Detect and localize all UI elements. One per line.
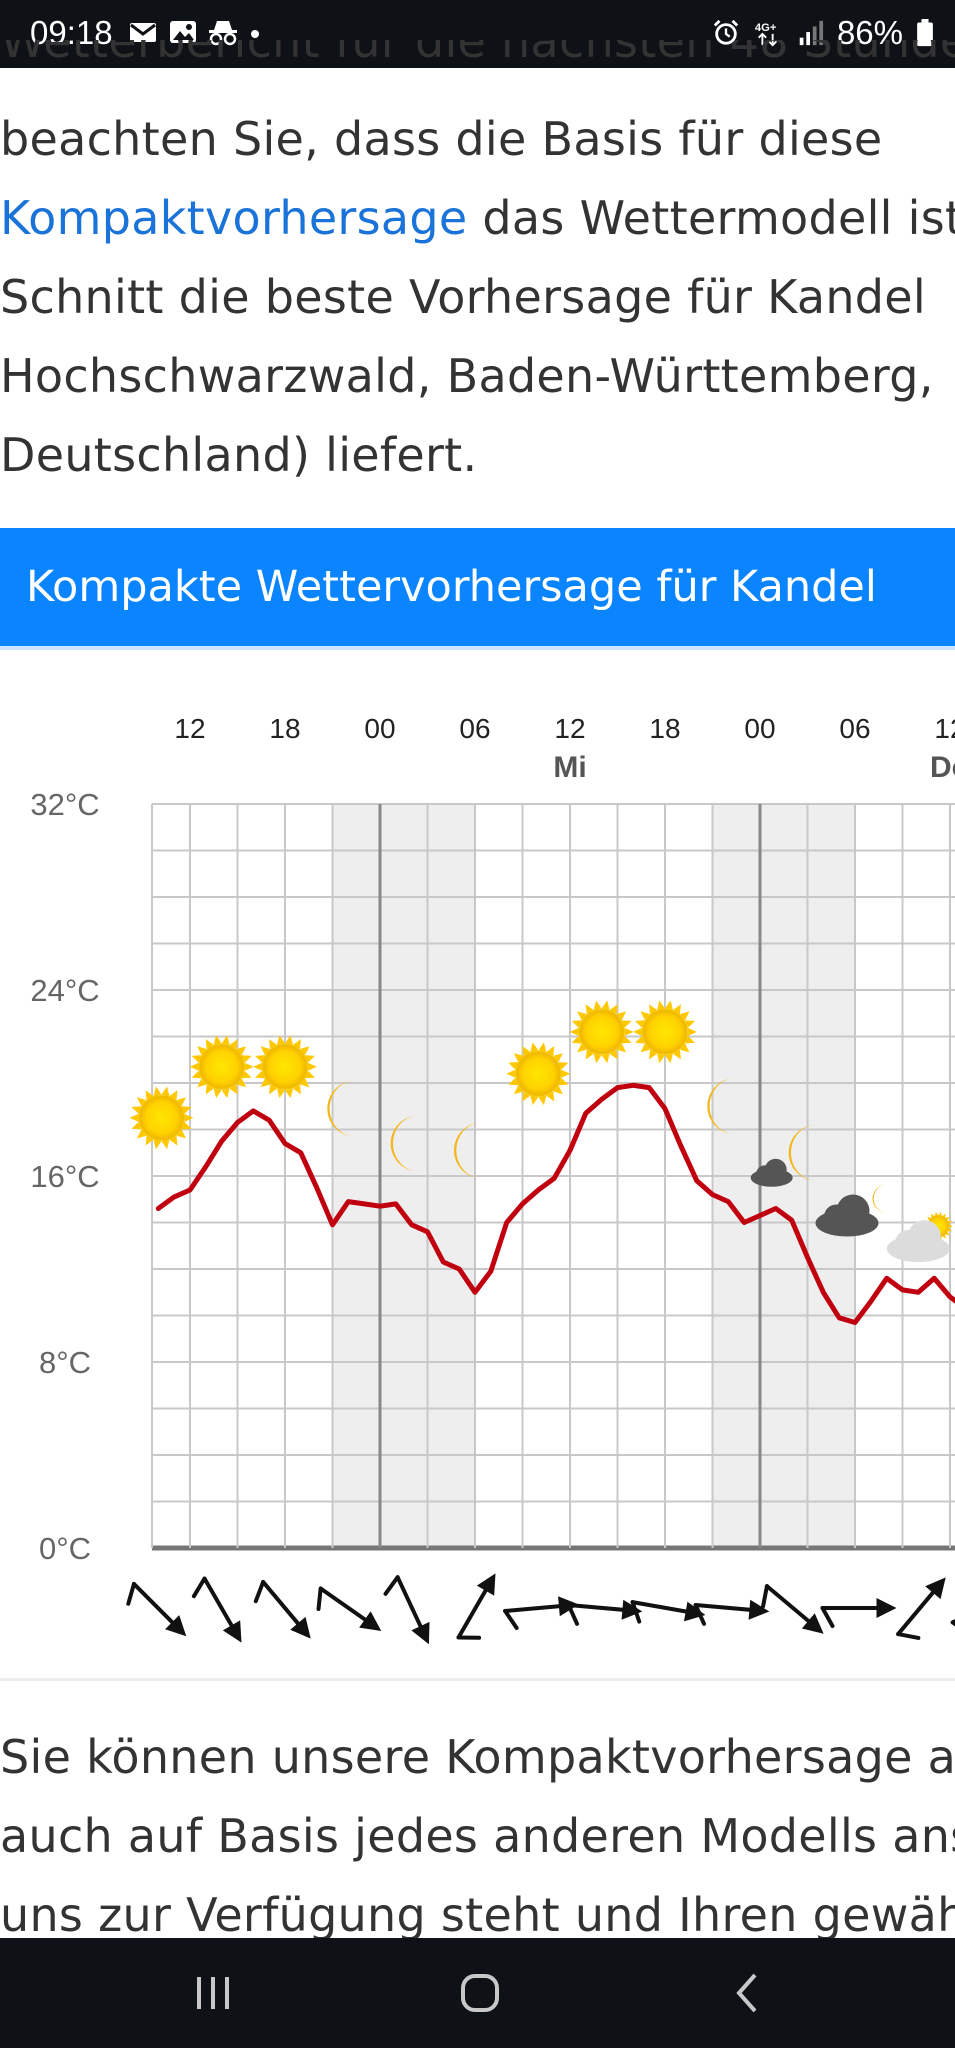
back-button[interactable] [687, 1938, 807, 2048]
cloud-shape [886, 1220, 950, 1263]
article-line: auch auf Basis jedes anderen Modells ans [0, 1809, 955, 1863]
sun-disc [515, 1050, 562, 1097]
y-tick-label: 8°C [39, 1345, 91, 1380]
wind-arrow [126, 1581, 187, 1637]
sun-weather-icon [129, 1086, 194, 1150]
sun-weather-icon [253, 1035, 317, 1099]
battery-icon [917, 19, 933, 47]
hour-label: 12 [554, 713, 585, 744]
article-line: Deutschland) liefert. [0, 428, 478, 482]
header-underline [0, 646, 955, 650]
image-icon [170, 21, 196, 43]
cloud-shape [815, 1194, 879, 1237]
sun-rays [569, 1000, 634, 1064]
sun-weather-icon [189, 1035, 254, 1099]
wind-arrow [950, 1591, 955, 1637]
temperature-series [155, 1082, 955, 1325]
hour-labels: 12 18 00 06 12 18 00 06 12 Mi Do [174, 713, 955, 784]
moon-cloud-weather-icon [750, 1124, 817, 1187]
sun-disc [198, 1043, 245, 1090]
cloud-sun-weather-icon [886, 1211, 953, 1263]
cloud-moon-weather-icon [815, 1184, 887, 1237]
home-button[interactable] [420, 1938, 540, 2048]
meteogram-chart[interactable]: 12 18 00 06 12 18 00 06 12 Mi Do 0°C 8°C 16°C 24°C 32°… [0, 650, 955, 1680]
hour-label: 12 [174, 713, 205, 744]
moon-shape [872, 1184, 887, 1213]
sun-disc [578, 1009, 625, 1055]
article-line: beachten Sie, dass die Basis für diese [0, 112, 883, 166]
article-line: Hochschwarzwald, Baden-Württemberg, [0, 349, 934, 403]
sun-rays [506, 1042, 571, 1106]
recents-button[interactable] [153, 1938, 273, 2048]
y-tick-label: 0°C [39, 1531, 91, 1566]
wind-arrow [456, 1573, 496, 1640]
navigation-bar [0, 1938, 955, 2048]
sun-rays [633, 1000, 697, 1064]
sun-rays [129, 1086, 194, 1150]
y-tick-label: 32°C [30, 787, 99, 822]
sun-weather-icon [633, 1000, 697, 1064]
sun-disc [138, 1095, 185, 1141]
article-line: Kompaktvorhersage das Wettermodell ist [0, 191, 955, 245]
wind-arrow [316, 1586, 382, 1631]
home-icon [461, 1974, 499, 2012]
forecast-header: Kompakte Wettervorhersage für Kandel [0, 528, 955, 646]
article-line: uns zur Verfügung steht und Ihren gewäh [0, 1888, 955, 1940]
svg-text:4G+: 4G+ [755, 22, 777, 34]
back-icon [736, 1973, 757, 2013]
status-time: 09:18 [30, 14, 113, 51]
wind-arrow [693, 1599, 770, 1626]
wind-arrow [630, 1600, 706, 1624]
wind-arrow [191, 1576, 242, 1643]
sun-disc [262, 1043, 308, 1090]
cloud-shape [750, 1158, 793, 1187]
hour-label: 18 [649, 713, 680, 744]
recents-icon [197, 1977, 229, 2009]
article-intro: Wetterbericht für die nächsten 48 Stunde… [0, 40, 955, 500]
status-bar: 09:18 4G+ 86% [0, 0, 955, 68]
sun-weather-icon [506, 1042, 571, 1106]
wind-arrows [126, 1573, 955, 1645]
wind-arrow [896, 1577, 946, 1640]
forecast-title: Kompakte Wettervorhersage für Kandel [26, 562, 877, 612]
weather-icons [129, 1000, 953, 1263]
y-tick-label: 24°C [30, 973, 99, 1008]
hour-label: 06 [459, 713, 490, 744]
chart-separator [0, 1678, 955, 1681]
wind-arrow [761, 1584, 824, 1634]
temperature-axis: 0°C 8°C 16°C 24°C 32°C [30, 787, 99, 1566]
sun-disc [642, 1009, 688, 1055]
hour-label: 00 [744, 713, 775, 744]
article-line: Sie können unsere Kompaktvorhersage a [0, 1730, 955, 1784]
signal-icon [799, 20, 824, 46]
mail-icon [130, 23, 156, 42]
kompaktvorhersage-link[interactable]: Kompaktvorhersage [0, 191, 468, 245]
sun-weather-icon [569, 1000, 634, 1064]
day-label: Mi [553, 751, 586, 784]
wind-arrow [253, 1579, 311, 1639]
article-line: Schnitt die beste Vorhersage für Kandel [0, 270, 926, 324]
day-label: Do [930, 751, 955, 784]
article-line: Wetterbericht für die nächsten 48 Stunde [0, 40, 955, 68]
sun-rays [189, 1035, 254, 1099]
wind-arrow [566, 1599, 643, 1626]
sun-rays [253, 1035, 317, 1099]
hour-label: 18 [269, 713, 300, 744]
battery-percent: 86% [836, 14, 903, 51]
y-tick-label: 16°C [30, 1159, 99, 1194]
wind-arrow [820, 1598, 897, 1628]
alarm-icon [713, 19, 739, 45]
hour-label: 12 [934, 713, 955, 744]
article-outro: Sie können unsere Kompaktvorhersage a au… [0, 1730, 955, 1940]
wind-arrow [383, 1575, 430, 1645]
wind-arrow [503, 1596, 579, 1631]
hour-label: 06 [839, 713, 870, 744]
hour-label: 00 [364, 713, 395, 744]
incognito-icon [209, 21, 237, 46]
dot-icon [251, 30, 259, 38]
network-4g-icon: 4G+ [755, 22, 777, 47]
